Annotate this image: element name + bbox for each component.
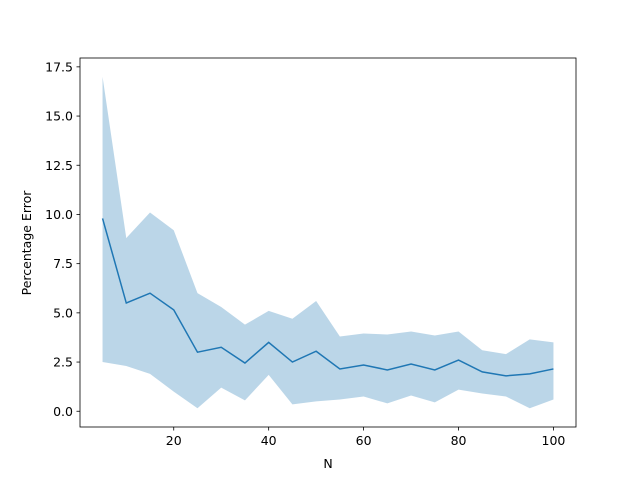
y-tick-label: 7.5 bbox=[53, 256, 73, 271]
y-tick-label: 15.0 bbox=[45, 109, 73, 124]
x-tick-label: 60 bbox=[356, 433, 372, 448]
confidence-band bbox=[102, 76, 554, 409]
x-tick-label: 100 bbox=[542, 433, 566, 448]
x-tick-label: 40 bbox=[261, 433, 277, 448]
y-tick-label: 0.0 bbox=[53, 404, 73, 419]
y-tick-label: 10.0 bbox=[45, 207, 73, 222]
x-axis-label: N bbox=[323, 456, 332, 471]
y-tick-label: 17.5 bbox=[45, 59, 73, 74]
x-tick-label: 80 bbox=[451, 433, 467, 448]
x-tick-label: 20 bbox=[166, 433, 182, 448]
axes-frame bbox=[79, 57, 577, 428]
y-tick-label: 5.0 bbox=[53, 305, 73, 320]
y-axis-label: Percentage Error bbox=[19, 190, 34, 296]
y-tick-label: 12.5 bbox=[45, 158, 73, 173]
line bbox=[101, 218, 554, 377]
y-tick-label: 2.5 bbox=[53, 355, 73, 370]
